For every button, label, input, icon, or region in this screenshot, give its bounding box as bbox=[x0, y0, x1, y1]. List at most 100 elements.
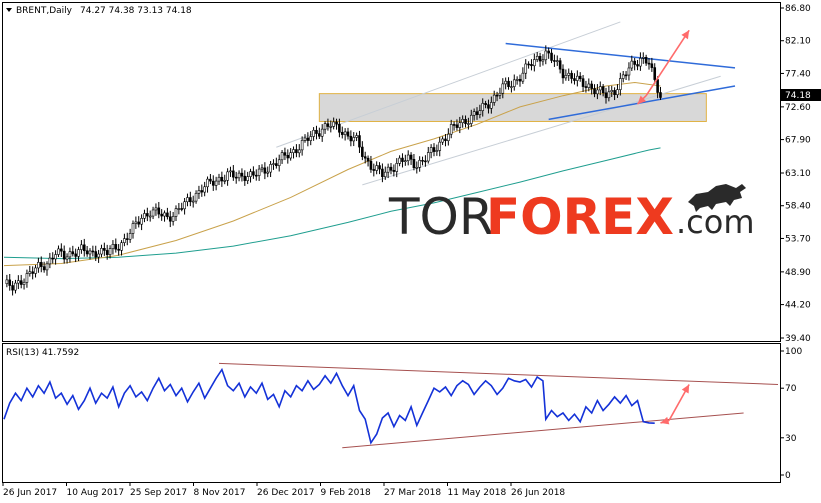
candle bbox=[547, 47, 550, 59]
candle-body bbox=[323, 123, 327, 130]
candle bbox=[558, 57, 562, 74]
candle-body bbox=[369, 160, 373, 170]
candle bbox=[5, 274, 9, 288]
candle-body bbox=[226, 171, 229, 181]
candle-body bbox=[567, 72, 571, 76]
candle bbox=[254, 169, 258, 181]
candle-body bbox=[315, 129, 318, 134]
price-axis-label: 63.10 bbox=[785, 169, 811, 179]
candle bbox=[355, 132, 358, 142]
candle-body bbox=[521, 72, 525, 82]
candle-body bbox=[386, 166, 390, 173]
candle-body bbox=[544, 50, 548, 61]
candle-body bbox=[260, 167, 264, 170]
candle bbox=[189, 191, 192, 207]
candle bbox=[123, 233, 126, 247]
candle-body bbox=[587, 83, 591, 88]
candle bbox=[495, 91, 499, 102]
candle-body bbox=[125, 238, 129, 240]
candle-body bbox=[647, 62, 651, 65]
candle-body bbox=[263, 167, 267, 174]
price-axis-label: 48.90 bbox=[785, 268, 811, 278]
candle bbox=[544, 45, 548, 65]
symbol-header: BRENT,Daily 74.27 74.38 73.13 74.18 bbox=[6, 6, 192, 16]
candle bbox=[37, 257, 40, 273]
time-axis-label: 26 Dec 2017 bbox=[257, 488, 315, 498]
candle bbox=[297, 144, 301, 158]
candle-body bbox=[326, 123, 330, 127]
candle bbox=[475, 107, 479, 120]
candle bbox=[561, 64, 565, 84]
candle-body bbox=[108, 248, 112, 255]
candle-body bbox=[189, 197, 192, 203]
candle bbox=[587, 78, 591, 92]
candle-body bbox=[455, 124, 459, 128]
candle bbox=[45, 261, 49, 276]
candle bbox=[464, 115, 467, 128]
logo-text-tor: TOR bbox=[388, 188, 494, 246]
candle-body bbox=[60, 248, 63, 252]
candle-body bbox=[424, 160, 427, 163]
candle-body bbox=[223, 180, 227, 182]
candle bbox=[111, 240, 115, 255]
rsi-upper-trendline bbox=[218, 362, 779, 385]
candle-body bbox=[613, 90, 616, 95]
candle bbox=[260, 164, 264, 173]
candle bbox=[381, 163, 384, 183]
candle bbox=[323, 121, 327, 134]
candle bbox=[194, 190, 198, 204]
candle-body bbox=[426, 152, 430, 162]
candle-body bbox=[604, 92, 608, 99]
candle-body bbox=[306, 137, 310, 141]
candle bbox=[14, 279, 17, 294]
candle-body bbox=[180, 208, 184, 210]
rsi-axis-label: 70 bbox=[785, 384, 797, 394]
candle-body bbox=[469, 114, 473, 124]
candle-body bbox=[478, 110, 482, 115]
candle bbox=[151, 206, 155, 220]
candle bbox=[180, 202, 184, 212]
price-forecast-arrow-0-shaft bbox=[645, 29, 690, 97]
candle-body bbox=[19, 280, 23, 285]
candle bbox=[550, 48, 553, 64]
candle bbox=[507, 77, 510, 90]
candle bbox=[604, 87, 608, 104]
candle-body bbox=[194, 192, 198, 202]
candle bbox=[60, 243, 63, 257]
candle bbox=[197, 185, 201, 199]
candle-body bbox=[636, 64, 639, 67]
candle-body bbox=[533, 59, 536, 67]
candle bbox=[616, 84, 619, 98]
candle-body bbox=[633, 60, 636, 65]
candle-body bbox=[349, 135, 353, 142]
candle-body bbox=[458, 122, 462, 128]
candle bbox=[340, 126, 344, 139]
candle-body bbox=[472, 111, 476, 116]
candle-body bbox=[524, 63, 528, 74]
candle bbox=[128, 228, 132, 243]
candle bbox=[533, 53, 536, 72]
candle bbox=[498, 87, 502, 100]
candle bbox=[372, 163, 376, 177]
candle bbox=[358, 130, 361, 153]
candle-body bbox=[220, 176, 224, 182]
candle-body bbox=[389, 166, 393, 171]
bull-icon bbox=[688, 184, 746, 212]
candle-body bbox=[484, 103, 487, 105]
candle bbox=[62, 245, 66, 264]
candle bbox=[584, 80, 588, 93]
candle bbox=[392, 164, 396, 177]
candle-body bbox=[300, 140, 304, 151]
candle bbox=[461, 115, 464, 128]
candle bbox=[315, 125, 318, 140]
candle-body bbox=[363, 156, 367, 159]
candle-body bbox=[644, 57, 648, 64]
candle bbox=[183, 197, 186, 215]
candle-body bbox=[553, 60, 556, 62]
candle bbox=[17, 275, 20, 290]
candle-body bbox=[214, 180, 218, 186]
candle-body bbox=[492, 94, 496, 103]
candle bbox=[555, 55, 559, 66]
candle-body bbox=[381, 168, 384, 178]
candle-body bbox=[343, 131, 347, 135]
